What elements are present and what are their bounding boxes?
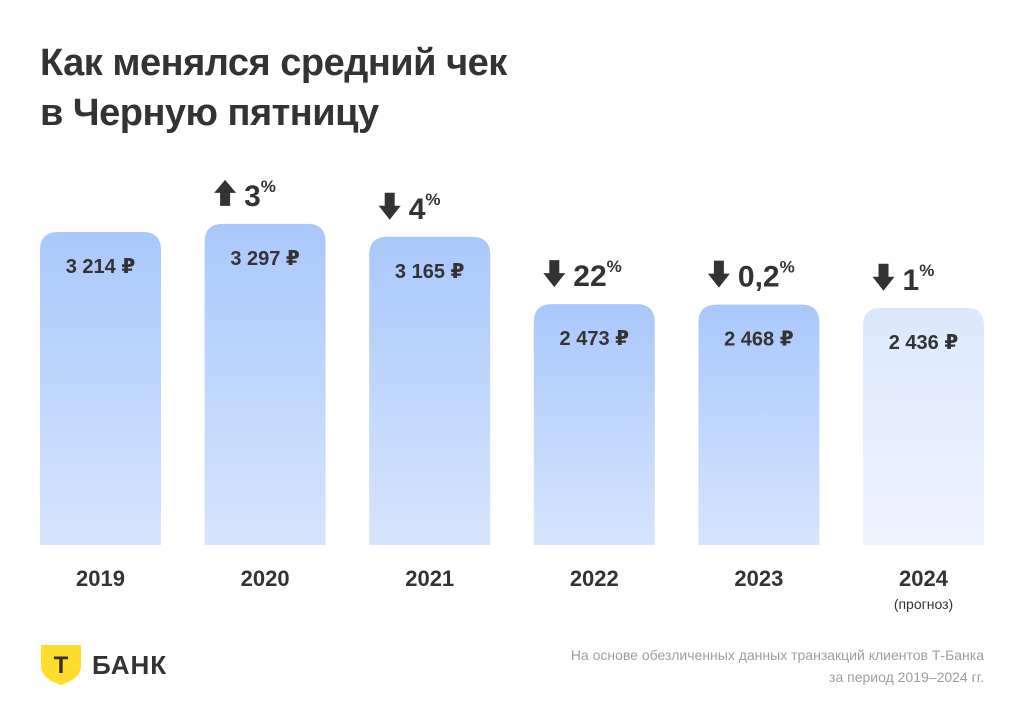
- x-tick-label-2022: 2022: [570, 566, 619, 591]
- bar-2019: [40, 232, 161, 545]
- bar-2024: [863, 307, 984, 545]
- change-label-2021: 4%: [409, 190, 441, 226]
- bar-2023: [698, 304, 820, 545]
- bar-2022: [533, 304, 655, 545]
- x-tick-note-2024: (прогноз): [894, 596, 953, 612]
- shield-icon: Т: [41, 645, 81, 685]
- change-annotation-2024: 1%: [872, 261, 935, 297]
- change-label-2024: 1%: [903, 261, 935, 297]
- bar-2020: [204, 223, 326, 545]
- footnote: На основе обезличенных данных транзакций…: [571, 644, 984, 688]
- chart-title-line1: Как менялся средний чек: [40, 42, 507, 84]
- brand-logo: Т БАНК: [40, 644, 167, 686]
- change-annotation-2022: 22%: [543, 257, 622, 293]
- bar-chart: 3 214 ₽ 2019 3 297 ₽ 2020 3% 3 165 ₽ 2021 4% 2 4…: [40, 177, 984, 612]
- shield-letter: Т: [54, 652, 69, 679]
- bars-group: 3 214 ₽ 2019 3 297 ₽ 2020 3% 3 165 ₽ 2021 4% 2 4…: [40, 177, 984, 612]
- bar-value-label-2020: 3 297 ₽: [230, 248, 300, 270]
- change-label-2022: 22%: [573, 257, 622, 293]
- x-tick-label-2023: 2023: [734, 566, 783, 591]
- x-tick-label-2019: 2019: [76, 566, 125, 591]
- change-label-2020: 3%: [244, 177, 276, 213]
- change-annotation-2021: 4%: [378, 190, 441, 226]
- footnote-line2: за период 2019–2024 гг.: [829, 669, 984, 685]
- chart-title-line2: в Черную пятницу: [40, 92, 379, 134]
- x-tick-label-2024: 2024: [899, 566, 949, 591]
- footnote-line1: На основе обезличенных данных транзакций…: [570, 647, 984, 663]
- arrow-down-icon: [543, 260, 566, 288]
- arrow-down-icon: [872, 263, 895, 291]
- change-annotation-2020: 3%: [214, 177, 276, 213]
- brand-name: БАНК: [92, 649, 168, 680]
- chart-title: Как менялся средний чек в Черную пятницу: [40, 38, 507, 138]
- bar-value-label-2024: 2 436 ₽: [889, 332, 959, 354]
- bar-2021: [369, 236, 491, 545]
- arrow-down-icon: [707, 260, 730, 288]
- bar-value-label-2022: 2 473 ₽: [560, 328, 630, 350]
- x-tick-label-2020: 2020: [241, 566, 290, 591]
- arrow-up-icon: [214, 179, 237, 206]
- change-label-2023: 0,2%: [738, 258, 795, 294]
- x-tick-label-2021: 2021: [405, 566, 454, 591]
- bar-value-label-2023: 2 468 ₽: [724, 329, 794, 351]
- change-annotation-2023: 0,2%: [707, 258, 795, 294]
- bar-value-label-2021: 3 165 ₽: [395, 261, 465, 283]
- arrow-down-icon: [378, 192, 401, 220]
- bar-value-label-2019: 3 214 ₽: [66, 256, 136, 278]
